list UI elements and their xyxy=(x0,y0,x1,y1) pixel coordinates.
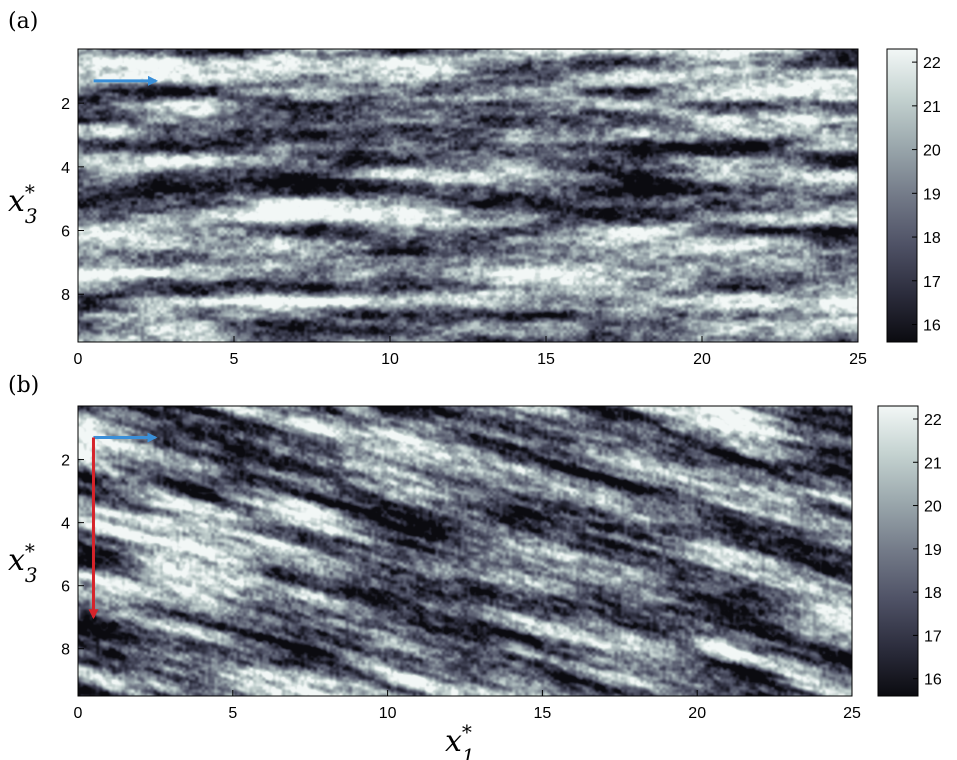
x-tick-label: 20 xyxy=(693,351,711,368)
panel-b-colorbar-ticks: 16 17 18 19 20 21 22 xyxy=(913,412,942,689)
x-tick-label: 15 xyxy=(537,351,555,368)
colorbar-tick-label: 19 xyxy=(924,542,942,559)
y-tick-label: 4 xyxy=(61,160,70,177)
colorbar-tick-label: 21 xyxy=(923,99,941,116)
x-tick-label: 0 xyxy=(74,351,83,368)
panel-b-colorbar: 16 17 18 19 20 21 22 xyxy=(877,405,942,697)
colorbar-tick-label: 18 xyxy=(924,585,942,602)
x-tick-label: 5 xyxy=(228,705,237,722)
panel-a-axes: 0 5 10 15 20 25 2 4 6 8 xyxy=(61,96,867,368)
x-tick-label: 0 xyxy=(74,705,83,722)
x-tick-label: 10 xyxy=(379,705,397,722)
panel-b-axes: 0 5 10 15 20 25 2 4 6 8 xyxy=(61,453,861,722)
x-tick-label: 10 xyxy=(381,351,399,368)
panel-b-arrows xyxy=(88,432,158,620)
panel-a-colorbar-strip xyxy=(886,48,918,343)
x-tick-label: 20 xyxy=(688,705,706,722)
colorbar-tick-label: 22 xyxy=(923,55,941,72)
colorbar-tick-label: 21 xyxy=(924,455,942,472)
x-tick-label: 25 xyxy=(849,351,867,368)
x-tick-label: 25 xyxy=(843,705,861,722)
panel-a-heatmap xyxy=(77,48,859,343)
panel-a-colorbar-ticks: 16 17 18 19 20 21 22 xyxy=(912,55,941,335)
y-tick-label: 6 xyxy=(61,579,70,596)
panel-a-plot-frame xyxy=(77,48,859,343)
y-tick-label: 4 xyxy=(61,516,70,533)
y-tick-label: 6 xyxy=(61,224,70,241)
panel-a-ylabel: x* 3 xyxy=(8,180,38,228)
colorbar-tick-label: 17 xyxy=(924,628,942,645)
panel-b-plot-frame xyxy=(77,405,853,697)
y-tick-label: 2 xyxy=(61,453,70,470)
colorbar-tick-label: 18 xyxy=(923,230,941,247)
panel-b-field-image xyxy=(78,406,852,696)
x-tick-label: 5 xyxy=(230,351,239,368)
panel-b-label: (b) xyxy=(8,373,39,398)
colorbar-tick-label: 16 xyxy=(923,318,941,335)
panel-b-colorbar-strip xyxy=(877,405,919,697)
panel-a: (a) 0 5 10 15 20 25 2 4 6 8 x* 3 16 17 18 19 20 21 22 xyxy=(8,9,941,368)
panel-b-ylabel: x* 3 xyxy=(8,539,38,587)
colorbar-tick-label: 17 xyxy=(923,274,941,291)
colorbar-tick-label: 20 xyxy=(923,143,941,160)
x-tick-label: 15 xyxy=(534,705,552,722)
panel-a-field-image xyxy=(78,49,858,342)
colorbar-tick-label: 20 xyxy=(924,499,942,516)
colorbar-tick-label: 22 xyxy=(924,412,942,429)
y-tick-label: 2 xyxy=(61,96,70,113)
colorbar-tick-label: 19 xyxy=(923,186,941,203)
panel-b-heatmap xyxy=(77,405,853,697)
y-tick-label: 8 xyxy=(61,287,70,304)
y-tick-label: 8 xyxy=(61,642,70,659)
colorbar-tick-label: 16 xyxy=(924,672,942,689)
panel-b-xlabel: x* 1 xyxy=(445,720,475,760)
panel-b: (b) 0 5 10 15 20 25 2 4 6 8 x* 3 x* 1 16 17 18 19 20 21 2… xyxy=(8,373,942,760)
panel-a-colorbar: 16 17 18 19 20 21 22 xyxy=(886,48,941,343)
panel-a-label: (a) xyxy=(8,9,38,34)
